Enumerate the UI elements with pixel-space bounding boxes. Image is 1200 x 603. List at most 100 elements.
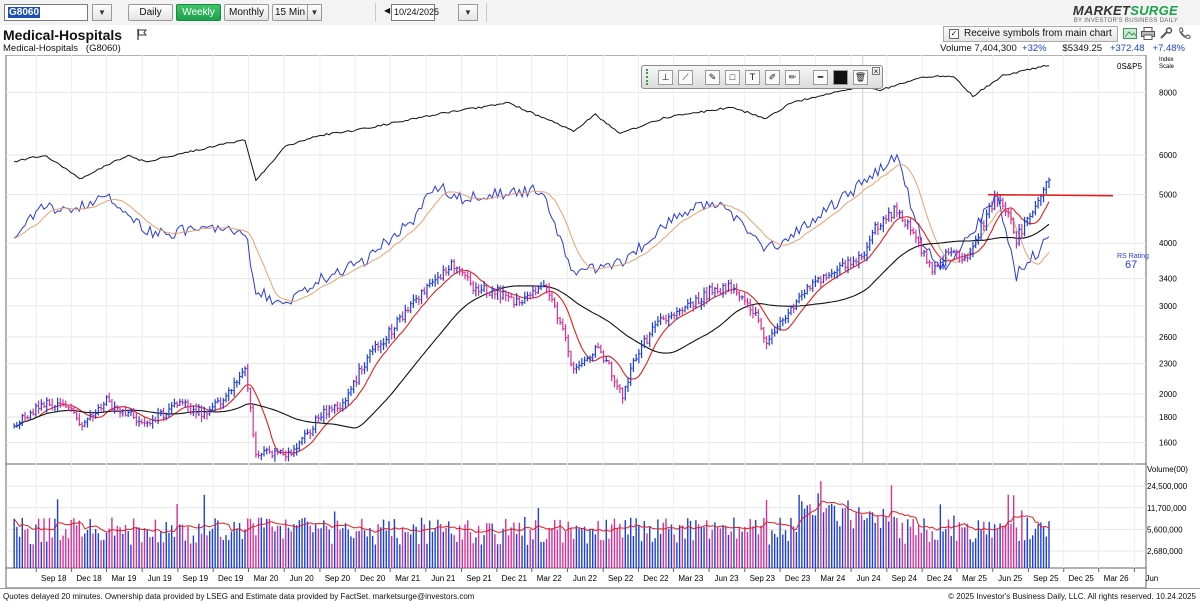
price-bar [926,248,929,265]
time-tick-label: Jun 21 [431,574,456,583]
price-bar [573,361,576,374]
annotation-tool-icon[interactable]: ✐ [765,70,780,85]
print-icon[interactable] [1141,27,1155,40]
price-bar [928,259,932,268]
price-bar [714,286,717,297]
time-tick-label: Dec 24 [927,574,953,583]
price-bar [521,299,525,306]
price-bar [29,410,33,421]
receive-symbols-checkbox[interactable]: ✓ [949,29,959,39]
date-dropdown-button[interactable]: ▼ [458,4,478,21]
price-bar [966,253,970,263]
fibonacci-tool-icon[interactable]: ✎ [705,70,720,85]
price-bar [896,202,899,218]
resistance-line [988,193,1114,197]
price-bar [467,269,470,281]
line-style-icon[interactable]: ━ [813,70,828,85]
price-bar [214,399,218,412]
symbol-dropdown-button[interactable]: ▼ [92,4,112,21]
price-bar [1023,216,1027,237]
price-bar [217,397,220,404]
price-bar [779,316,783,331]
price-bar [665,314,669,325]
intraday-button[interactable]: 15 Min [272,4,308,21]
palette-drag-handle[interactable] [646,69,650,85]
price-bar [138,416,142,427]
tools-icon[interactable] [1159,27,1173,40]
price-bar [586,355,590,362]
price-bar [203,406,207,420]
intraday-dropdown-button[interactable]: ▼ [307,4,322,21]
price-bar [1004,201,1008,216]
price-bar [97,404,101,416]
close-icon[interactable]: × [872,67,880,76]
flag-icon[interactable] [137,29,147,40]
time-tick-label: Sep 24 [892,574,918,583]
price-bar [874,221,878,235]
toolbar-divider [375,3,376,22]
time-tick-label: Dec 23 [785,574,811,583]
price-bar [961,252,965,264]
price-bar [1045,180,1049,195]
price-bar [195,403,199,419]
price-bar [46,397,49,413]
price-bar [855,257,859,265]
time-tick-label: Sep 18 [41,574,67,583]
price-bar [27,415,30,420]
footer-copyright: © 2025 Investor's Business Daily, LLC. A… [948,592,1196,601]
line-tool-icon[interactable]: ⟋ [678,70,693,85]
price-bar [535,285,538,296]
color-picker-icon[interactable] [833,70,848,85]
price-bar [103,401,106,412]
price-bar [135,412,139,426]
quote-stats: Volume 7,404,300 +32% $5349.25 +372.48 +… [940,43,1185,55]
price-bar [236,379,239,388]
time-tick-label: Sep 19 [183,574,209,583]
price-bar [141,418,144,425]
receive-symbols-toggle[interactable]: ✓ Receive symbols from main chart [943,26,1118,42]
text-tool-icon[interactable]: T [745,70,760,85]
price-chart[interactable]: 1600 1800 2000 2300 2600 3000 3400 4000 5000 6000… [0,55,1200,464]
rectangle-tool-icon[interactable]: □ [725,70,740,85]
time-tick-label: Mar 23 [678,574,703,583]
price-bar [497,284,500,300]
price-bar [317,414,321,423]
price-bar [795,299,799,311]
price-bar [1010,208,1013,225]
price-bar [391,323,394,340]
receive-symbols-label: Receive symbols from main chart [964,28,1112,39]
symbol-input[interactable]: G8060 [4,4,88,21]
time-tick-label: Dec 21 [502,574,528,583]
price-bar [92,412,95,422]
time-tick-label: Jun 23 [715,574,740,583]
price-bar [198,403,201,417]
chevron-down-icon: ▼ [98,8,106,17]
price-bar [776,323,780,334]
trash-icon[interactable]: 🗑 [853,70,868,85]
phone-icon[interactable] [1177,27,1191,40]
price-bar [95,409,98,419]
trendline-tool-icon[interactable]: ⊥ [658,70,673,85]
price-y-tick-label: 2000 [1159,390,1177,399]
price-bar [836,265,840,279]
image-export-icon[interactable] [1123,27,1137,40]
price-bar [230,389,234,395]
pencil-tool-icon[interactable]: ✏ [785,70,800,85]
price-bar [988,202,992,219]
price-bar [1013,217,1016,235]
chevron-down-icon: ▼ [310,8,319,17]
date-back-icon[interactable]: ◀ [384,6,391,15]
price-bar [116,405,120,412]
price-bar [649,331,652,348]
price-bar [670,311,674,320]
price-bar [277,448,280,456]
weekly-button[interactable]: Weekly [176,4,221,21]
monthly-button[interactable]: Monthly [224,4,269,21]
price-bar [700,297,704,311]
price-bar [429,279,432,288]
price-bar [62,399,66,407]
price-bar [994,190,997,211]
daily-button[interactable]: Daily [128,4,173,21]
volume-chart[interactable]: 2,680,000 5,600,000 11,700,000 24,500,000 V… [0,464,1200,568]
date-input[interactable]: 10/24/2025 [391,4,439,21]
